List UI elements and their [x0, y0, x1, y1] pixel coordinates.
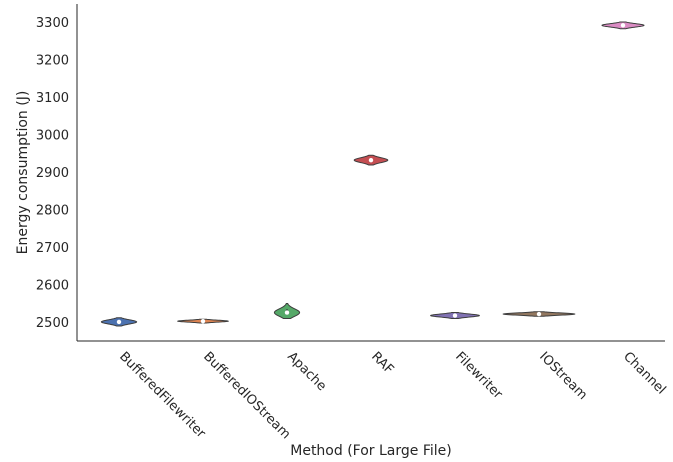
x-tick-label: RAF	[368, 349, 396, 377]
violin-median	[536, 311, 542, 317]
y-tick-label: 3200	[36, 54, 69, 69]
x-axis-title: Method (For Large File)	[290, 443, 451, 459]
y-tick-label: 2900	[36, 166, 69, 181]
x-tick-label: BufferedFilewriter	[116, 349, 209, 442]
violin-median	[452, 313, 458, 318]
violin-median	[368, 157, 374, 163]
violin-median	[284, 310, 290, 315]
y-tick-label: 3300	[36, 16, 69, 31]
x-tick-label: IOStream	[536, 349, 590, 403]
y-tick-label: 2700	[36, 241, 69, 256]
violin-median	[200, 318, 206, 324]
y-axis-title: Energy consumption (J)	[15, 91, 31, 255]
y-tick-label: 3000	[36, 129, 69, 144]
y-tick-label: 2600	[36, 278, 69, 293]
y-axis-ticks: 2500 2600 2700 2800 2900 3000 3100 3200 3300	[36, 16, 69, 331]
y-tick-label: 3100	[36, 91, 69, 106]
violins	[100, 21, 645, 327]
x-tick-label: Filewriter	[452, 349, 505, 402]
x-tick-label: BufferedIOStream	[200, 349, 293, 442]
violin-median	[620, 23, 626, 28]
violin-median	[116, 319, 122, 325]
x-axis-ticks: BufferedFilewriterBufferedIOStreamApache…	[116, 349, 668, 442]
x-tick-label: Apache	[284, 349, 329, 394]
y-tick-label: 2500	[36, 316, 69, 331]
x-tick-label: Channel	[620, 349, 668, 397]
y-tick-label: 2800	[36, 203, 69, 218]
